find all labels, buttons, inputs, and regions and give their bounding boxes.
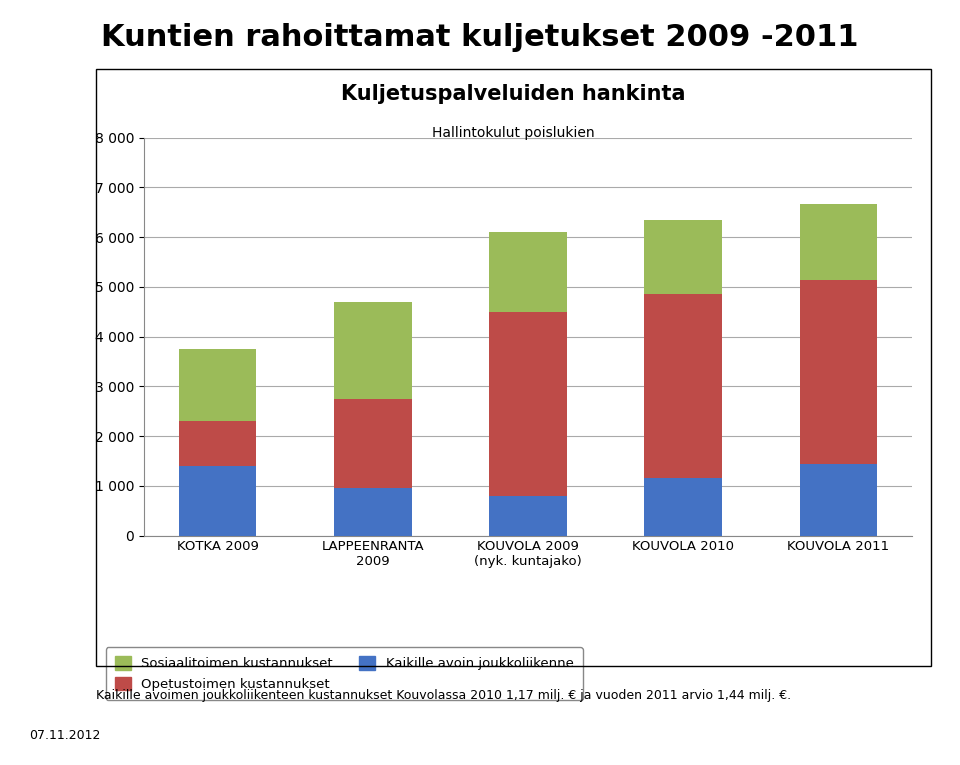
Bar [644,220,722,295]
Bar [800,204,877,281]
Bar [490,232,566,312]
Bar [644,295,722,478]
Legend: Sosiaalitoimen kustannukset, Opetustoimen kustannukset, Kaikille avoin joukkolii: Sosiaalitoimen kustannukset, Opetustoime… [106,647,583,701]
Bar [800,464,877,536]
Text: Hallintokulut poislukien: Hallintokulut poislukien [432,126,595,140]
Bar [179,466,256,536]
Bar [334,488,412,536]
Bar [644,478,722,536]
Text: Kuljetuspalveluiden hankinta: Kuljetuspalveluiden hankinta [342,84,685,104]
Bar [490,312,566,496]
Text: 07.11.2012: 07.11.2012 [29,729,100,742]
Text: Kaikille avoimen joukkoliikenteen kustannukset Kouvolassa 2010 1,17 milj. € ja v: Kaikille avoimen joukkoliikenteen kustan… [96,688,791,702]
Bar [490,496,566,536]
Text: Kuntien rahoittamat kuljetukset 2009 -2011: Kuntien rahoittamat kuljetukset 2009 -20… [101,23,859,52]
Bar [179,349,256,421]
Bar [334,301,412,399]
Bar [334,399,412,488]
Bar [179,421,256,466]
Bar [800,281,877,464]
